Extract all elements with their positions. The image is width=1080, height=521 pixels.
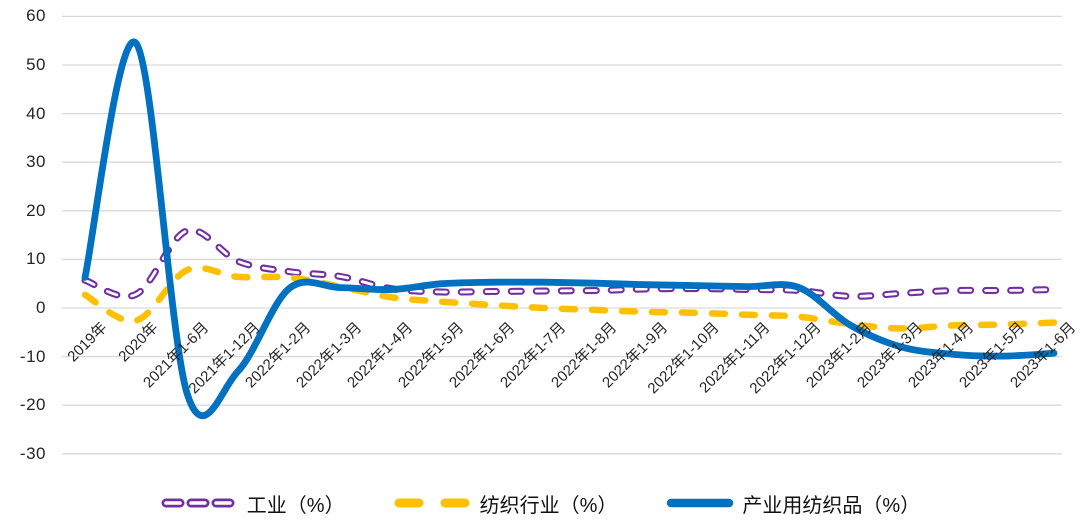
legend: 工业（%） 纺织行业（%） 产业用纺织品（%） bbox=[0, 486, 1080, 520]
y-axis-label: 10 bbox=[26, 249, 46, 268]
y-axis-label: 40 bbox=[26, 104, 46, 123]
legend-label-technical-textiles: 产业用纺织品（%） bbox=[742, 494, 921, 517]
plot-area bbox=[62, 15, 1062, 455]
y-axis-label: 30 bbox=[26, 152, 46, 171]
legend-marker-textile-industry-icon bbox=[394, 498, 472, 508]
y-axis-label: 20 bbox=[26, 201, 46, 220]
y-axis-label: -10 bbox=[19, 347, 46, 366]
legend-label-industry: 工业（%） bbox=[246, 494, 345, 517]
y-axis-label: 60 bbox=[26, 6, 46, 25]
legend-marker-industry-icon bbox=[161, 498, 239, 508]
y-axis-label: 50 bbox=[26, 55, 46, 74]
legend-marker-technical-textiles-icon bbox=[667, 498, 734, 508]
series-line-textile-industry bbox=[81, 264, 1058, 332]
series-line-technical-textiles bbox=[81, 38, 1058, 419]
series-line-industry-inner bbox=[83, 228, 1056, 298]
y-axis-label: -30 bbox=[19, 444, 46, 463]
legend-label-textile-industry: 纺织行业（%） bbox=[479, 494, 618, 517]
legend-item-industry: 工业（%） bbox=[160, 489, 345, 518]
series-line-industry bbox=[81, 226, 1058, 300]
legend-item-technical-textiles: 产业用纺织品（%） bbox=[665, 489, 920, 518]
legend-item-textile-industry: 纺织行业（%） bbox=[393, 489, 618, 518]
y-axis-label: 0 bbox=[36, 298, 46, 317]
y-axis-label: -20 bbox=[19, 395, 46, 414]
